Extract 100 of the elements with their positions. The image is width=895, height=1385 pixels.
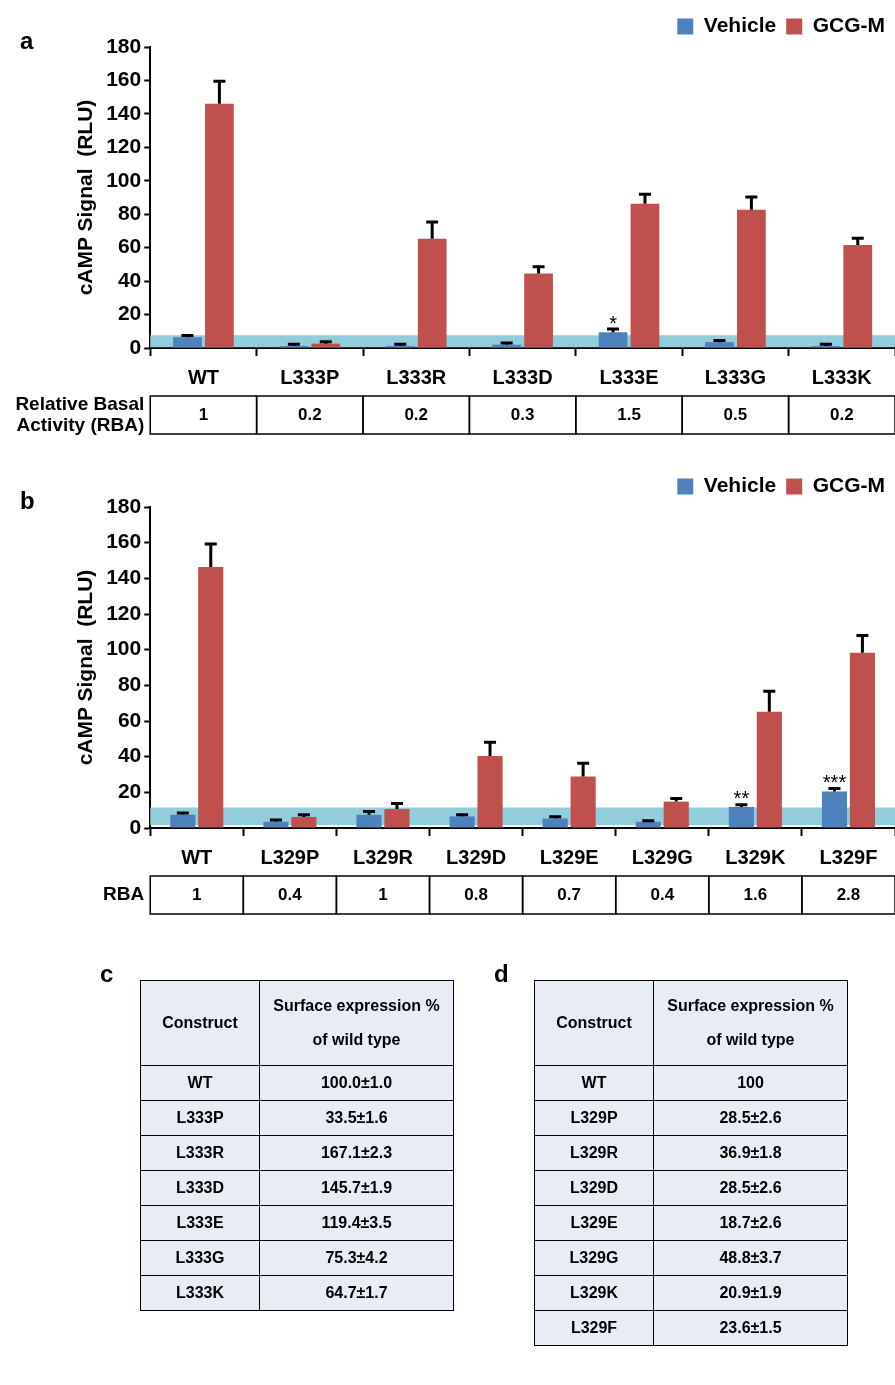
text: 36.9±1.8 bbox=[653, 1135, 848, 1171]
text: L329F bbox=[534, 1310, 654, 1346]
bar bbox=[198, 566, 224, 828]
x-tick-label: L333K bbox=[811, 365, 873, 388]
text: Construct bbox=[534, 980, 654, 1066]
y-tick-label: 80 bbox=[117, 201, 142, 225]
text: 0.4 bbox=[650, 884, 675, 904]
bar bbox=[356, 814, 382, 828]
x-tick-label: L333G bbox=[704, 365, 766, 388]
text: 100 bbox=[653, 1065, 848, 1101]
text: L333K bbox=[140, 1275, 260, 1311]
bar bbox=[263, 821, 289, 828]
text: Construct bbox=[140, 980, 260, 1066]
x-tick-label: L329D bbox=[446, 845, 507, 868]
text: Relative Basal Activity (RBA) bbox=[15, 392, 145, 435]
text: Surface expression % of wild type bbox=[653, 980, 848, 1066]
text: 2.8 bbox=[836, 884, 861, 904]
chart-title: b bbox=[20, 486, 35, 514]
y-tick-label: 40 bbox=[117, 267, 142, 291]
bar bbox=[821, 791, 848, 828]
annotation: ** bbox=[733, 786, 750, 809]
y-tick-label: 180 bbox=[106, 33, 142, 57]
text: 28.5±2.6 bbox=[653, 1100, 848, 1136]
text: 20.9±1.9 bbox=[653, 1275, 848, 1311]
text: L333P bbox=[140, 1100, 260, 1136]
x-tick-label: L333R bbox=[386, 365, 447, 388]
x-tick-label: WT bbox=[187, 365, 219, 388]
text: 48.8±3.7 bbox=[653, 1240, 848, 1276]
y-tick-label: 120 bbox=[106, 134, 142, 158]
bar bbox=[477, 755, 503, 828]
bar bbox=[737, 209, 766, 348]
bar bbox=[542, 818, 568, 828]
x-tick-label: L329P bbox=[260, 845, 320, 868]
text: 1 bbox=[198, 404, 209, 424]
text: 64.7±1.7 bbox=[259, 1275, 454, 1311]
text: 0.2 bbox=[404, 404, 429, 424]
chart-title: a bbox=[20, 26, 34, 54]
bar bbox=[728, 806, 754, 828]
y-axis-title: cAMP Signal (RLU) bbox=[73, 99, 97, 296]
text: 1 bbox=[378, 884, 388, 904]
annotation: *** bbox=[822, 770, 847, 793]
text: L333G bbox=[140, 1240, 260, 1276]
bar bbox=[630, 203, 660, 348]
y-tick-label: 160 bbox=[106, 67, 142, 91]
text: L329E bbox=[534, 1205, 654, 1241]
x-tick-label: L329R bbox=[352, 845, 414, 868]
legend-label: Vehicle bbox=[703, 13, 777, 37]
y-tick-label: 180 bbox=[106, 493, 142, 517]
bar bbox=[849, 652, 875, 828]
legend-label: Vehicle bbox=[703, 473, 777, 497]
bar bbox=[663, 801, 689, 828]
text: c bbox=[100, 960, 114, 988]
text: 0.2 bbox=[829, 404, 854, 424]
text: 0.7 bbox=[557, 884, 581, 904]
text: 1.6 bbox=[743, 884, 768, 904]
y-tick-label: 100 bbox=[106, 636, 142, 660]
text: Surface expression % of wild type bbox=[259, 980, 454, 1066]
y-tick-label: 80 bbox=[117, 672, 142, 696]
bar bbox=[311, 343, 341, 348]
text: 119.4±3.5 bbox=[259, 1205, 454, 1241]
bar bbox=[449, 816, 475, 828]
text: L329D bbox=[534, 1170, 654, 1206]
y-tick-label: 60 bbox=[117, 234, 142, 258]
x-tick-label: WT bbox=[181, 845, 213, 868]
bar bbox=[598, 332, 628, 348]
legend-label: GCG-M bbox=[812, 13, 886, 37]
x-tick-label: L333D bbox=[492, 365, 553, 388]
y-tick-label: 140 bbox=[106, 100, 142, 124]
bar bbox=[291, 816, 317, 828]
text: 167.1±2.3 bbox=[259, 1135, 454, 1171]
y-tick-label: 160 bbox=[106, 529, 142, 553]
y-tick-label: 120 bbox=[106, 600, 142, 624]
text: L329G bbox=[534, 1240, 654, 1276]
text: 33.5±1.6 bbox=[259, 1100, 454, 1136]
text: 18.7±2.6 bbox=[653, 1205, 848, 1241]
x-tick-label: L333E bbox=[599, 365, 659, 388]
text: 1 bbox=[192, 884, 202, 904]
bar bbox=[170, 814, 196, 828]
legend-label: GCG-M bbox=[812, 473, 886, 497]
text: WT bbox=[534, 1065, 654, 1101]
y-axis-title: cAMP Signal (RLU) bbox=[73, 569, 97, 766]
y-tick-label: 40 bbox=[117, 743, 142, 767]
y-tick-label: 140 bbox=[106, 565, 142, 589]
bar bbox=[417, 238, 447, 348]
bar bbox=[843, 244, 873, 348]
y-tick-label: 20 bbox=[117, 779, 142, 803]
bar bbox=[635, 821, 661, 828]
text: L333D bbox=[140, 1170, 260, 1206]
y-tick-label: 60 bbox=[117, 707, 142, 731]
bar bbox=[705, 342, 734, 348]
text: 0.5 bbox=[723, 404, 748, 424]
text: L329R bbox=[534, 1135, 654, 1171]
y-tick-label: 0 bbox=[129, 814, 142, 838]
text: 100.0±1.0 bbox=[259, 1065, 454, 1101]
bar bbox=[756, 711, 782, 828]
text: 0.3 bbox=[510, 404, 535, 424]
bar bbox=[524, 273, 553, 348]
bar bbox=[384, 809, 410, 828]
x-tick-label: L329G bbox=[631, 845, 693, 868]
y-tick-label: 0 bbox=[129, 334, 142, 358]
